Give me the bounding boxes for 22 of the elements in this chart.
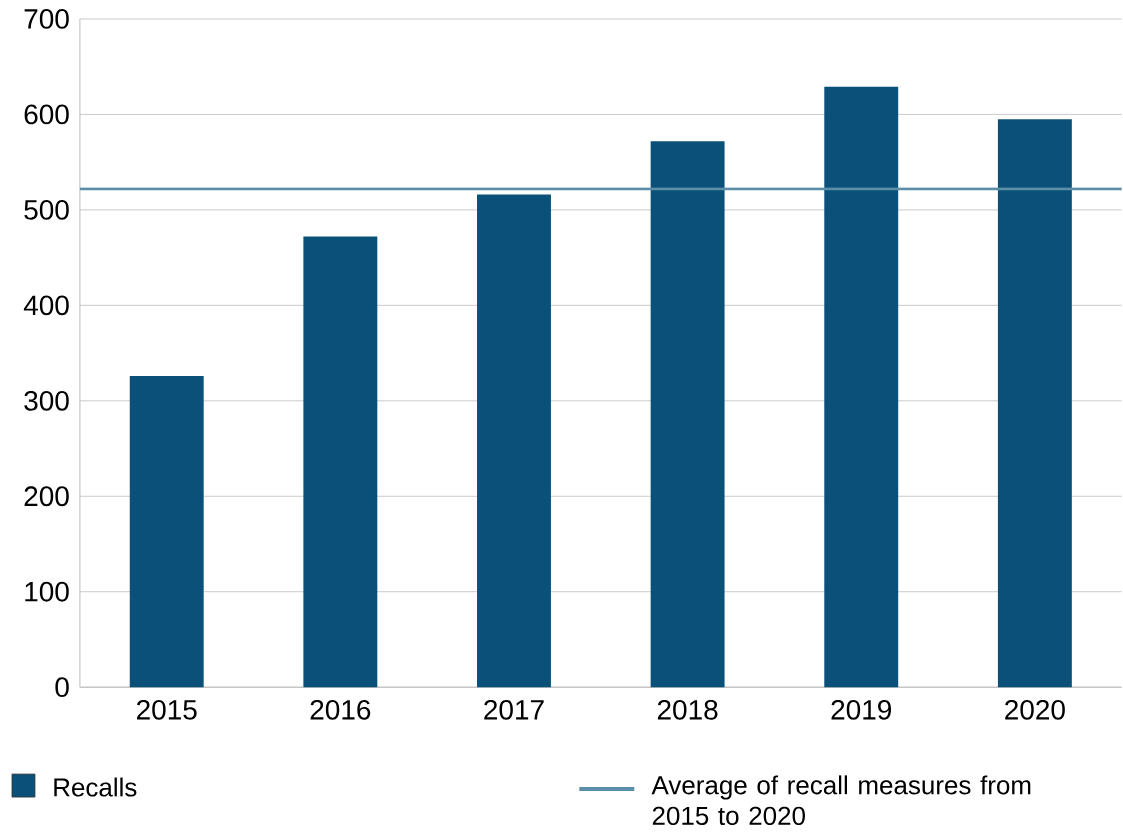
legend-label: Average of recall measures from 2015 to 2020	[651, 775, 1031, 826]
y-tick-label: 100	[25, 581, 69, 602]
legend-label: Recalls	[54, 777, 137, 797]
bar	[824, 86, 899, 688]
y-tick-label: 600	[24, 104, 69, 125]
bar	[477, 194, 551, 688]
x-tick-label: 2015	[137, 699, 197, 720]
bar	[997, 119, 1072, 688]
y-tick-label: 0	[55, 677, 69, 698]
x-tick-label: 2018	[657, 699, 718, 720]
x-tick-label: 2016	[310, 699, 371, 720]
bar	[650, 141, 725, 688]
y-tick-label: 400	[23, 295, 69, 316]
y-tick-label: 300	[24, 390, 69, 411]
y-tick-label: 500	[24, 199, 69, 220]
y-tick-label: 200	[24, 486, 69, 507]
bar	[129, 375, 204, 688]
x-tick-label: 2017	[484, 699, 544, 720]
x-tick-label: 2020	[1005, 699, 1065, 720]
y-tick-label: 700	[24, 9, 69, 29]
x-tick-label: 2019	[831, 699, 892, 720]
bar	[303, 236, 378, 688]
